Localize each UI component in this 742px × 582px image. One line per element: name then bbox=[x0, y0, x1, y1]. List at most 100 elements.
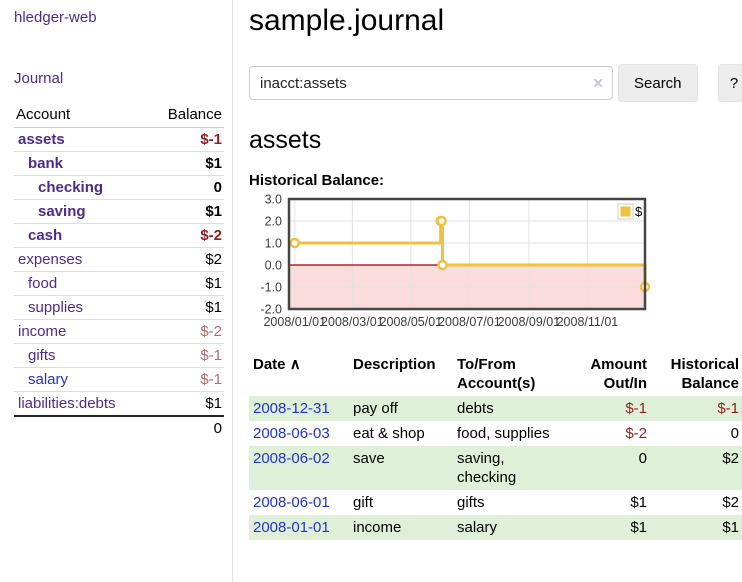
account-balance: $-2 bbox=[148, 223, 224, 248]
account-row: income $-2 bbox=[14, 319, 224, 344]
svg-text:2008/05/01: 2008/05/01 bbox=[380, 315, 443, 329]
transaction-amount: $1 bbox=[630, 494, 647, 511]
account-balance: $1 bbox=[148, 295, 224, 320]
account-link[interactable]: salary bbox=[28, 371, 69, 388]
account-row: food $1 bbox=[14, 271, 224, 296]
svg-text:2008/01/01: 2008/01/01 bbox=[263, 315, 326, 329]
register-table: Date ∧ Description To/From Account(s) Am… bbox=[249, 353, 742, 540]
transaction-amount: 0 bbox=[567, 446, 651, 490]
transaction-date-link[interactable]: 2008-06-01 bbox=[253, 494, 330, 511]
account-link[interactable]: saving bbox=[38, 203, 86, 220]
total-row: 0 bbox=[14, 415, 224, 440]
account-balance: $-2 bbox=[148, 319, 224, 344]
account-heading: assets bbox=[249, 126, 322, 154]
account-table-header: Account Balance bbox=[14, 103, 224, 128]
account-balance: 0 bbox=[148, 175, 224, 200]
account-row: assets $-1 bbox=[14, 127, 224, 152]
svg-text:2008/07/01: 2008/07/01 bbox=[438, 315, 501, 329]
date-column-header[interactable]: Date ∧ bbox=[253, 356, 301, 373]
svg-text:$: $ bbox=[635, 204, 643, 219]
main-content: sample.journal ✕ Search ? assets Histori… bbox=[233, 0, 742, 582]
chart-label: Historical Balance: bbox=[249, 172, 385, 189]
account-row: salary $-1 bbox=[14, 367, 224, 392]
account-row: bank $1 bbox=[14, 151, 224, 176]
transaction-balance: $2 bbox=[722, 494, 739, 511]
account-balance: $1 bbox=[205, 395, 222, 412]
account-balance: $-1 bbox=[148, 127, 224, 152]
transaction-amount: $-1 bbox=[567, 396, 651, 421]
svg-text:1.0: 1.0 bbox=[265, 237, 282, 251]
transaction-accounts: saving, checking bbox=[453, 446, 567, 490]
account-column-header: Account bbox=[14, 103, 149, 128]
sidebar-item-journal[interactable]: Journal bbox=[14, 70, 64, 87]
transaction-date-link[interactable]: 2008-01-01 bbox=[253, 519, 330, 536]
account-link[interactable]: income bbox=[18, 323, 67, 340]
svg-text:3.0: 3.0 bbox=[265, 194, 282, 207]
account-row: gifts $-1 bbox=[14, 343, 224, 368]
sort-asc-icon: ∧ bbox=[289, 356, 301, 373]
help-button[interactable]: ? bbox=[717, 64, 742, 102]
account-link[interactable]: cash bbox=[28, 227, 63, 244]
account-link[interactable]: expenses bbox=[18, 251, 83, 268]
page-title: sample.journal bbox=[249, 4, 445, 37]
total-spacer bbox=[14, 415, 149, 440]
transaction-description: gift bbox=[353, 494, 374, 511]
svg-text:0.0: 0.0 bbox=[265, 259, 282, 273]
transaction-balance: $1 bbox=[651, 515, 742, 540]
svg-text:-1.0: -1.0 bbox=[260, 281, 282, 295]
svg-text:2008/03/01: 2008/03/01 bbox=[321, 315, 384, 329]
transaction-date-link[interactable]: 2008-12-31 bbox=[253, 400, 330, 417]
transaction-description: eat & shop bbox=[353, 425, 425, 442]
account-link[interactable]: supplies bbox=[28, 299, 84, 316]
search-form: ✕ Search ? bbox=[249, 64, 742, 102]
transaction-accounts: gifts bbox=[457, 494, 485, 511]
account-row: expenses $2 bbox=[14, 247, 224, 272]
account-link[interactable]: assets bbox=[18, 131, 65, 148]
transaction-accounts: salary bbox=[453, 515, 567, 540]
transaction-accounts: debts bbox=[453, 396, 567, 421]
transaction-balance: $-1 bbox=[651, 396, 742, 421]
transaction-accounts: food, supplies bbox=[457, 425, 550, 442]
transaction-balance: $2 bbox=[651, 446, 742, 490]
transaction-date-link[interactable]: 2008-06-02 bbox=[253, 450, 330, 467]
account-row: liabilities:debts $1 bbox=[14, 392, 224, 417]
search-button[interactable]: Search bbox=[618, 64, 698, 102]
balance-column-header: Balance bbox=[148, 103, 224, 128]
clear-search-icon[interactable]: ✕ bbox=[592, 75, 604, 91]
register-row: 2008-12-31 pay off debts $-1 $-1 bbox=[249, 396, 742, 421]
balance-column-header-main: Historical Balance bbox=[670, 356, 739, 392]
register-row: 2008-06-02 save saving, checking 0 $2 bbox=[249, 446, 742, 490]
account-balance: $-1 bbox=[148, 343, 224, 368]
account-link[interactable]: checking bbox=[38, 179, 104, 196]
search-input[interactable] bbox=[249, 66, 613, 100]
transaction-description: save bbox=[349, 446, 453, 490]
transaction-amount: $-2 bbox=[625, 425, 647, 442]
account-link[interactable]: bank bbox=[28, 155, 64, 172]
account-row: saving $1 bbox=[14, 199, 224, 224]
transaction-balance: 0 bbox=[730, 425, 739, 442]
account-row: checking 0 bbox=[14, 175, 224, 200]
account-balance: $-1 bbox=[148, 367, 224, 392]
register-header-row: Date ∧ Description To/From Account(s) Am… bbox=[249, 353, 742, 396]
svg-text:2008/09/01: 2008/09/01 bbox=[498, 315, 561, 329]
transaction-amount: $1 bbox=[567, 515, 651, 540]
account-balance: $1 bbox=[148, 151, 224, 176]
accounts-column-header: To/From Account(s) bbox=[457, 356, 536, 392]
account-row: cash $-2 bbox=[14, 223, 224, 248]
description-column-header: Description bbox=[353, 356, 436, 373]
transaction-description: pay off bbox=[349, 396, 453, 421]
account-link[interactable]: gifts bbox=[28, 347, 56, 364]
sidebar: hledger-web Journal Account Balance asse… bbox=[0, 0, 233, 582]
svg-text:2008/11/01: 2008/11/01 bbox=[557, 315, 619, 329]
account-balance-table: Account Balance assets $-1 bank $1 check… bbox=[14, 103, 224, 440]
account-balance: $1 bbox=[148, 199, 224, 224]
transaction-date-link[interactable]: 2008-06-03 bbox=[253, 425, 330, 442]
historical-balance-chart: 3.0 2.0 1.0 0.0 -1.0 -2.0 2008/01/01 2008/03/01… bbox=[249, 194, 742, 340]
register-row: 2008-06-01 gift gifts $1 $2 bbox=[249, 490, 742, 515]
account-link[interactable]: liabilities:debts bbox=[18, 395, 116, 412]
svg-text:2.0: 2.0 bbox=[265, 215, 282, 229]
account-link[interactable]: food bbox=[28, 275, 58, 292]
account-row: supplies $1 bbox=[14, 295, 224, 320]
app-title-link[interactable]: hledger-web bbox=[14, 9, 97, 26]
